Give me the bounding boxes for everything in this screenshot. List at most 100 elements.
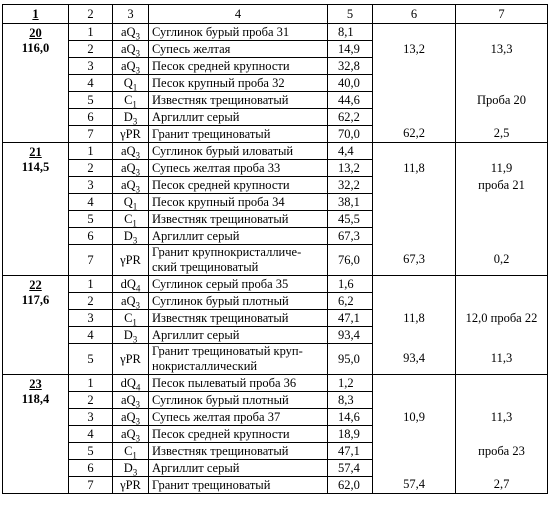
col7-cell: 2,5	[455, 125, 548, 143]
header-row: 1 2 3 4 5 6 7	[2, 4, 548, 24]
description: Супесь желтая проба 33	[148, 159, 328, 177]
index-sub: 1	[132, 450, 137, 460]
layer-number: 5	[68, 210, 113, 228]
layer-row: 3 aQ3 Песок средней крупности 32,8	[3, 57, 548, 75]
col7-cell	[455, 292, 548, 310]
index-sub: 3	[135, 433, 141, 443]
col6-cell: 11,8	[372, 309, 456, 327]
description: Песок крупный проба 34	[148, 193, 328, 211]
layer-number: 7	[68, 244, 113, 276]
depth: 62,0	[327, 476, 373, 494]
description: Аргиллит серый	[148, 326, 328, 344]
geo-index: γPR	[112, 476, 149, 494]
layer-number: 2	[68, 292, 113, 310]
col6-cell	[372, 142, 456, 160]
geo-index: C1	[112, 210, 149, 228]
layer-row: 22 117,6 1 dQ4 Суглинок серый проба 35 1,6	[2, 275, 548, 375]
index-base: Q	[123, 194, 133, 209]
well-cell: 21 114,5	[2, 142, 69, 276]
depth: 40,0	[327, 74, 373, 92]
geo-index: D3	[112, 108, 149, 126]
depth: 32,2	[327, 176, 373, 194]
index-base: dQ	[120, 276, 136, 291]
well-number: 21	[29, 145, 42, 159]
layer-row: 21 114,5 1 aQ3 Суглинок бурый иловатый 4,4	[2, 142, 548, 276]
layer-row: 3 aQ3 Песок средней крупности 32,2 проба 21	[3, 176, 548, 194]
layer-row: 6 D3 Аргиллит серый 62,2	[3, 108, 548, 126]
col7-cell	[455, 374, 548, 392]
col7-cell	[455, 459, 548, 477]
col6-cell: 93,4	[372, 343, 456, 375]
layer-row: 5 γPR Гранит трещиноватый круп- нокристалл…	[3, 343, 548, 375]
header-cell: 2	[68, 4, 113, 24]
col7-cell	[455, 227, 548, 245]
depth: 14,9	[327, 40, 373, 58]
geo-index: γPR	[112, 125, 149, 143]
index-sub: 3	[135, 300, 141, 310]
header-cell: 4	[148, 4, 328, 24]
layer-row: 2 aQ3 Суглинок бурый плотный 6,2	[3, 292, 548, 310]
description: Гранит трещиноватый	[148, 125, 328, 143]
layer-row: 4 D3 Аргиллит серый 93,4	[3, 326, 548, 344]
index-base: D	[123, 228, 133, 243]
layer-number: 1	[68, 142, 113, 160]
layer-number: 5	[68, 442, 113, 460]
col6-cell	[372, 459, 456, 477]
header-text: 3	[127, 6, 134, 21]
layer-row: 7 γPR Гранит трещиноватый 62,0 57,4 2,7	[3, 476, 548, 494]
layer-number: 7	[68, 476, 113, 494]
col7-cell: 11,9	[455, 159, 548, 177]
well-cell: 23 118,4	[2, 374, 69, 494]
description: Суглинок бурый иловатый	[148, 142, 328, 160]
header-text: 7	[498, 6, 505, 21]
col6-cell	[372, 74, 456, 92]
header-cell: 3	[112, 4, 149, 24]
index-base: γPR	[120, 252, 141, 267]
index-sub: 4	[135, 283, 141, 293]
well-number: 23	[29, 377, 42, 391]
layer-number: 4	[68, 193, 113, 211]
well-cell: 22 117,6	[2, 275, 69, 375]
layer-row: 3 aQ3 Супесь желтая проба 37 14,6 10,9 11,3	[3, 408, 548, 426]
description: Песок средней крупности	[148, 57, 328, 75]
header-cell: 1	[2, 4, 69, 24]
depth: 47,1	[327, 309, 373, 327]
layer-row: 6 D3 Аргиллит серый 67,3	[3, 227, 548, 245]
header-cell: 7	[455, 4, 548, 24]
description: Супесь желтая	[148, 40, 328, 58]
col6-cell	[372, 227, 456, 245]
col6-cell	[372, 210, 456, 228]
index-base: dQ	[120, 375, 136, 390]
description: Суглинок бурый проба 31	[148, 23, 328, 41]
description: Известняк трещиноватый	[148, 442, 328, 460]
depth: 67,3	[327, 227, 373, 245]
description: Песок пылеватый проба 36	[148, 374, 328, 392]
index-base: C	[124, 443, 133, 458]
index-base: γPR	[120, 126, 141, 141]
layer-row: 2 aQ3 Супесь желтая 14,9 13,2 13,3	[3, 40, 548, 58]
col6-cell	[372, 91, 456, 109]
index-sub: 1	[132, 82, 138, 92]
depth: 4,4	[327, 142, 373, 160]
index-sub: 3	[135, 31, 141, 41]
col6-cell	[372, 108, 456, 126]
description: Гранит трещиноватый круп- нокристалличес…	[148, 343, 328, 375]
col7-cell	[455, 193, 548, 211]
col6-cell: 13,2	[372, 40, 456, 58]
col7-cell	[455, 108, 548, 126]
index-base: aQ	[120, 409, 136, 424]
col6-cell	[372, 425, 456, 443]
index-base: γPR	[120, 351, 141, 366]
layer-number: 1	[68, 275, 113, 293]
geo-index: aQ3	[112, 23, 149, 41]
geo-index: aQ3	[112, 292, 149, 310]
description: Аргиллит серый	[148, 108, 328, 126]
depth: 8,1	[327, 23, 373, 41]
layer-number: 3	[68, 176, 113, 194]
col6-cell	[372, 275, 456, 293]
geo-index: γPR	[112, 343, 149, 375]
depth: 62,2	[327, 108, 373, 126]
layer-row: 5 C1 Известняк трещиноватый 45,5	[3, 210, 548, 228]
col6-cell	[372, 176, 456, 194]
index-base: C	[124, 92, 133, 107]
